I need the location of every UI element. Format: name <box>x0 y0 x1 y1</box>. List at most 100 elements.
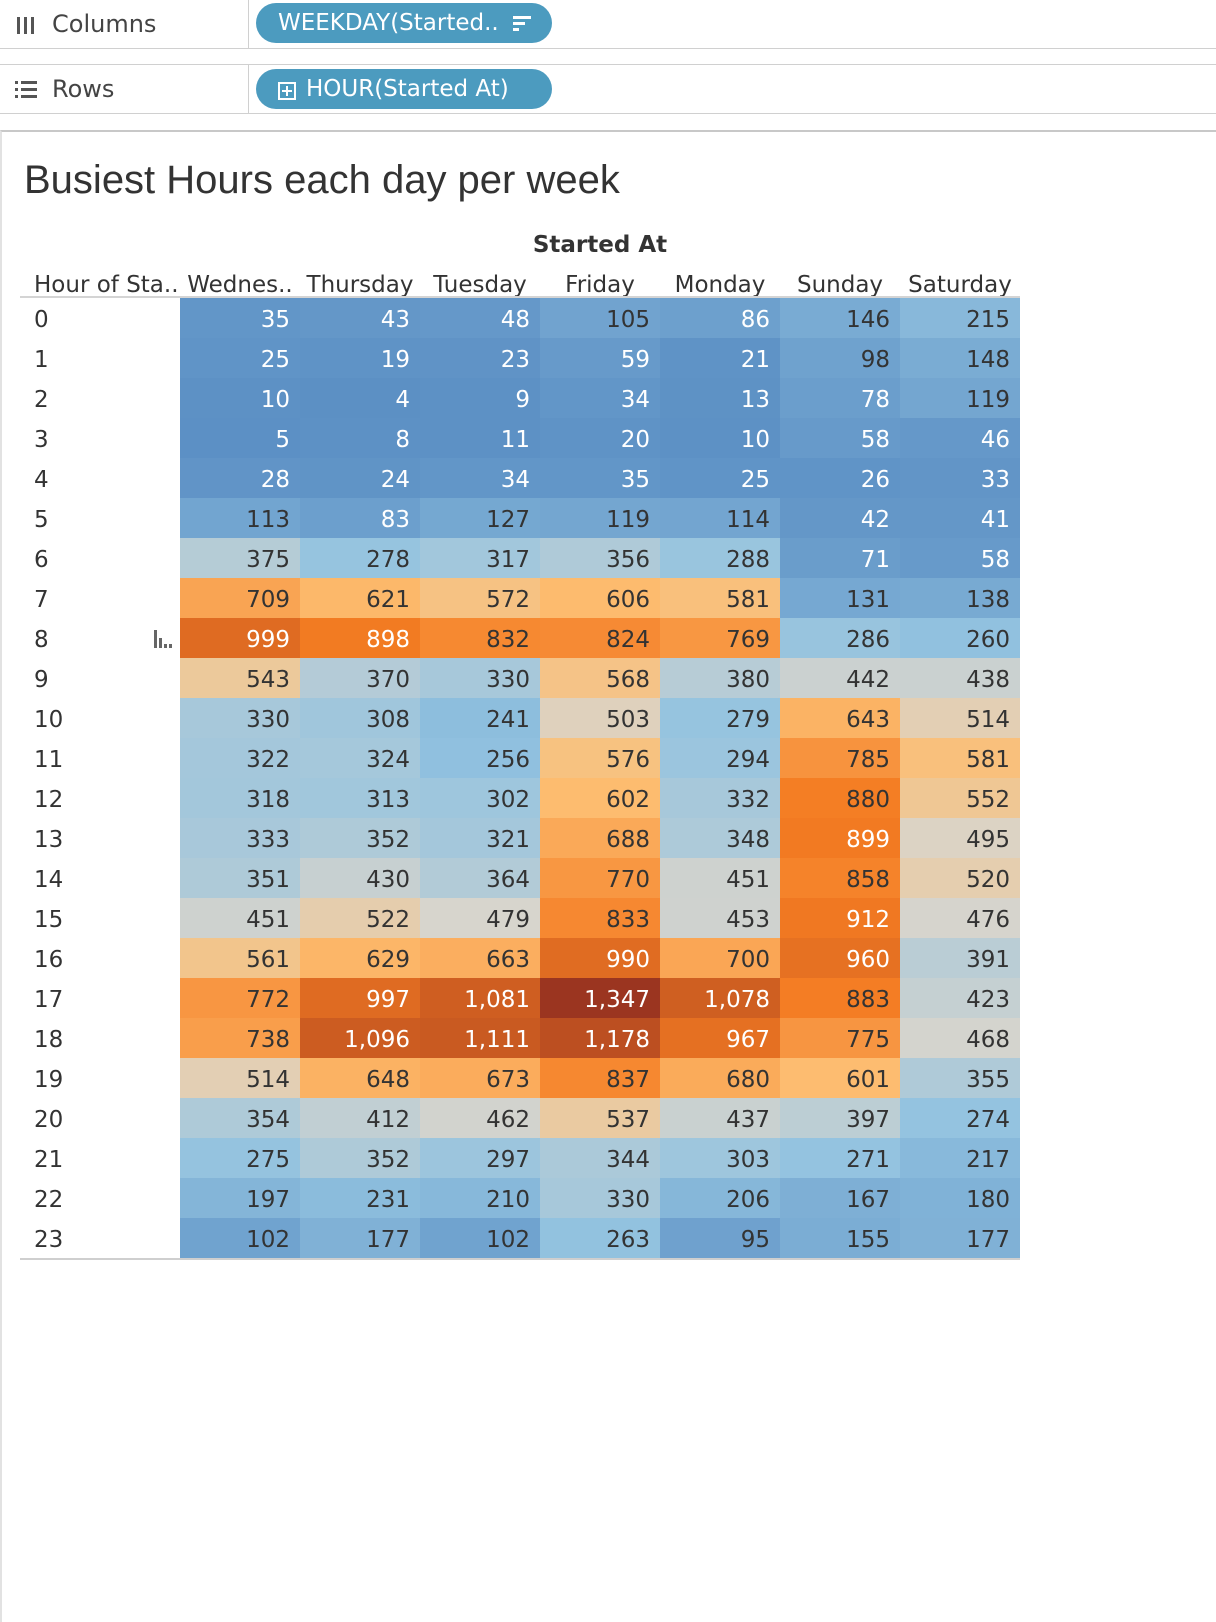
heatmap-cell[interactable] <box>900 978 1020 1018</box>
heatmap-cell[interactable] <box>540 858 660 898</box>
heatmap-cell[interactable] <box>300 298 420 338</box>
heatmap-cell[interactable] <box>540 938 660 978</box>
heatmap-cell[interactable] <box>180 338 300 378</box>
heatmap-cell[interactable] <box>660 1058 780 1098</box>
heatmap-cell[interactable] <box>900 578 1020 618</box>
column-header[interactable]: Saturday <box>908 272 1012 298</box>
heatmap-cell[interactable] <box>900 1138 1020 1178</box>
heatmap-cell[interactable] <box>660 498 780 538</box>
bar-chart-icon[interactable] <box>154 630 172 648</box>
heatmap-cell[interactable] <box>180 978 300 1018</box>
heatmap-cell[interactable] <box>780 1018 900 1058</box>
heatmap-cell[interactable] <box>420 578 540 618</box>
heatmap-cell[interactable] <box>780 778 900 818</box>
heatmap-cell[interactable] <box>780 618 900 658</box>
heatmap-cell[interactable] <box>780 978 900 1018</box>
column-header[interactable]: Tuesday <box>432 272 527 298</box>
heatmap-cell[interactable] <box>540 418 660 458</box>
heatmap-cell[interactable] <box>420 978 540 1018</box>
column-header[interactable]: Sunday <box>797 272 883 298</box>
heatmap-cell[interactable] <box>900 698 1020 738</box>
heatmap-cell[interactable] <box>900 818 1020 858</box>
heatmap-cell[interactable] <box>420 658 540 698</box>
heatmap-cell[interactable] <box>660 1098 780 1138</box>
heatmap-cell[interactable] <box>780 378 900 418</box>
heatmap-cell[interactable] <box>780 898 900 938</box>
heatmap-cell[interactable] <box>540 298 660 338</box>
column-header[interactable]: Monday <box>675 272 766 298</box>
heatmap-cell[interactable] <box>900 538 1020 578</box>
heatmap-cell[interactable] <box>780 1058 900 1098</box>
heatmap-cell[interactable] <box>180 898 300 938</box>
heatmap-cell[interactable] <box>780 858 900 898</box>
heatmap-cell[interactable] <box>540 978 660 1018</box>
heatmap-cell[interactable] <box>900 1018 1020 1058</box>
heatmap-cell[interactable] <box>420 418 540 458</box>
heatmap-cell[interactable] <box>420 1138 540 1178</box>
heatmap-cell[interactable] <box>900 338 1020 378</box>
heatmap-cell[interactable] <box>660 578 780 618</box>
heatmap-cell[interactable] <box>540 338 660 378</box>
heatmap-cell[interactable] <box>900 898 1020 938</box>
heatmap-cell[interactable] <box>900 378 1020 418</box>
heatmap-cell[interactable] <box>180 738 300 778</box>
heatmap-cell[interactable] <box>780 298 900 338</box>
heatmap-cell[interactable] <box>300 458 420 498</box>
heatmap-cell[interactable] <box>900 1178 1020 1218</box>
heatmap-cell[interactable] <box>180 698 300 738</box>
heatmap-cell[interactable] <box>660 1218 780 1258</box>
heatmap-cell[interactable] <box>300 578 420 618</box>
heatmap-cell[interactable] <box>900 738 1020 778</box>
heatmap-cell[interactable] <box>420 338 540 378</box>
heatmap-cell[interactable] <box>540 498 660 538</box>
heatmap-cell[interactable] <box>420 938 540 978</box>
heatmap-cell[interactable] <box>180 458 300 498</box>
heatmap-cell[interactable] <box>300 858 420 898</box>
heatmap-cell[interactable] <box>540 818 660 858</box>
heatmap-cell[interactable] <box>300 938 420 978</box>
heatmap-cell[interactable] <box>300 618 420 658</box>
heatmap-cell[interactable] <box>180 858 300 898</box>
heatmap-cell[interactable] <box>900 1218 1020 1258</box>
heatmap-cell[interactable] <box>900 1098 1020 1138</box>
heatmap-cell[interactable] <box>780 498 900 538</box>
heatmap-cell[interactable] <box>540 738 660 778</box>
heatmap-cell[interactable] <box>300 538 420 578</box>
heatmap-cell[interactable] <box>900 858 1020 898</box>
heatmap-cell[interactable] <box>180 938 300 978</box>
heatmap-cell[interactable] <box>660 298 780 338</box>
heatmap-cell[interactable] <box>780 418 900 458</box>
heatmap-cell[interactable] <box>900 418 1020 458</box>
heatmap-cell[interactable] <box>180 1018 300 1058</box>
heatmap-cell[interactable] <box>780 458 900 498</box>
heatmap-cell[interactable] <box>180 1178 300 1218</box>
heatmap-cell[interactable] <box>180 658 300 698</box>
heatmap-cell[interactable] <box>660 418 780 458</box>
heatmap-cell[interactable] <box>540 1018 660 1058</box>
heatmap-cell[interactable] <box>540 1178 660 1218</box>
heatmap-cell[interactable] <box>900 618 1020 658</box>
heatmap-cell[interactable] <box>420 738 540 778</box>
heatmap-cell[interactable] <box>540 618 660 658</box>
heatmap-cell[interactable] <box>300 338 420 378</box>
heatmap-cell[interactable] <box>660 1138 780 1178</box>
heatmap-cell[interactable] <box>540 658 660 698</box>
heatmap-cell[interactable] <box>420 618 540 658</box>
heatmap-cell[interactable] <box>660 338 780 378</box>
heatmap-cell[interactable] <box>780 1098 900 1138</box>
heatmap-cell[interactable] <box>540 778 660 818</box>
heatmap-cell[interactable] <box>420 498 540 538</box>
heatmap-cell[interactable] <box>780 938 900 978</box>
heatmap-cell[interactable] <box>180 378 300 418</box>
heatmap-cell[interactable] <box>180 1098 300 1138</box>
heatmap-cell[interactable] <box>300 978 420 1018</box>
heatmap-cell[interactable] <box>180 1058 300 1098</box>
heatmap-cell[interactable] <box>780 658 900 698</box>
heatmap-cell[interactable] <box>660 378 780 418</box>
heatmap-cell[interactable] <box>660 658 780 698</box>
heatmap-cell[interactable] <box>300 378 420 418</box>
heatmap-cell[interactable] <box>900 938 1020 978</box>
heatmap-cell[interactable] <box>780 818 900 858</box>
column-header[interactable]: Friday <box>565 272 635 298</box>
heatmap-cell[interactable] <box>300 498 420 538</box>
